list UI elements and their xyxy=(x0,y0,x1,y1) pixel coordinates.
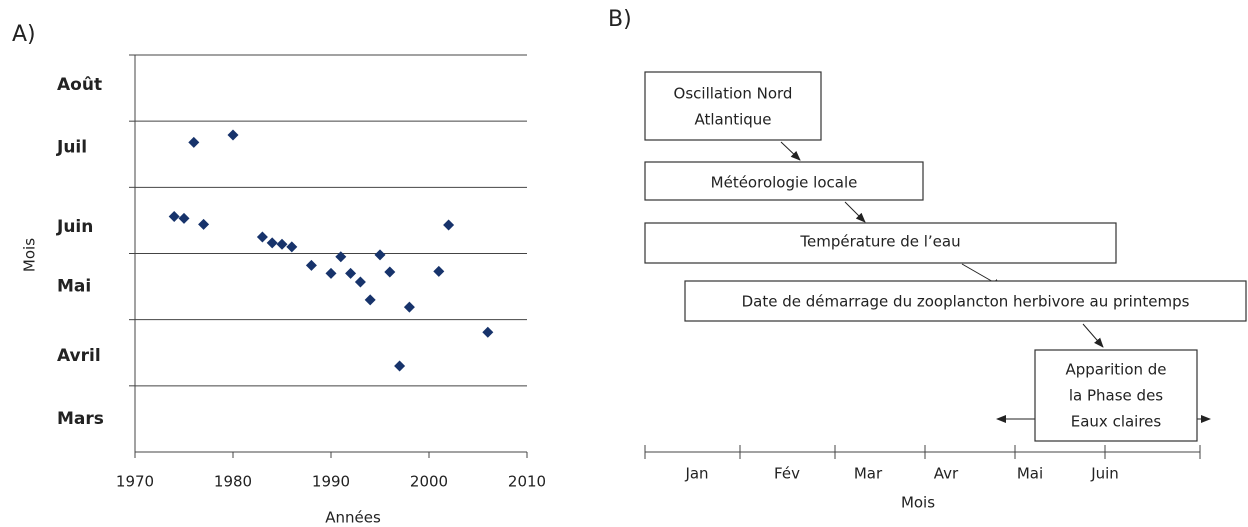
box xyxy=(644,222,1117,264)
point xyxy=(286,241,298,253)
point xyxy=(403,301,415,313)
box-text: la Phase des xyxy=(1069,387,1163,405)
box xyxy=(644,71,822,141)
point xyxy=(354,276,366,288)
point xyxy=(168,210,180,222)
month-label: Fév xyxy=(774,465,800,483)
point xyxy=(276,238,288,250)
y-tick-label: Avril xyxy=(57,346,101,366)
box-text: Date de démarrage du zooplancton herbivo… xyxy=(742,293,1190,311)
point xyxy=(443,219,455,231)
point xyxy=(374,249,386,261)
point xyxy=(266,237,278,249)
point xyxy=(178,212,190,224)
point xyxy=(364,294,376,306)
month-label: Mar xyxy=(854,465,883,483)
arrow xyxy=(844,201,866,223)
point xyxy=(256,231,268,243)
point xyxy=(305,259,317,271)
y-tick-label: Mai xyxy=(57,277,91,297)
timeline-label: Mois xyxy=(901,494,935,512)
arrow xyxy=(1082,323,1104,348)
x-tick-label: 2010 xyxy=(508,473,546,491)
month-label: Avr xyxy=(934,465,959,483)
x-tick-label: 1980 xyxy=(214,473,252,491)
y-tick-label: Juin xyxy=(56,217,93,237)
box-text: Atlantique xyxy=(694,111,771,129)
month-label: Juin xyxy=(1090,465,1119,483)
panel-label: B) xyxy=(608,7,632,32)
point xyxy=(384,266,396,278)
x-tick-label: 2000 xyxy=(410,473,448,491)
x-tick-label: 1990 xyxy=(312,473,350,491)
month-label: Mai xyxy=(1017,465,1043,483)
point xyxy=(335,251,347,263)
y-tick-label: Juil xyxy=(56,138,87,158)
box-text: Oscillation Nord xyxy=(674,85,793,103)
y-tick-label: Août xyxy=(57,75,102,95)
point xyxy=(198,218,210,230)
panel-label: A) xyxy=(12,22,36,47)
point xyxy=(227,129,239,141)
box xyxy=(644,161,924,201)
box xyxy=(684,280,1247,322)
box-text: Eaux claires xyxy=(1071,413,1162,431)
box-text: Température de l’eau xyxy=(799,233,960,251)
box xyxy=(1034,349,1198,442)
point xyxy=(188,136,200,148)
y-axis-label: Mois xyxy=(21,238,39,272)
box-text: Apparition de xyxy=(1065,361,1166,379)
month-label: Jan xyxy=(684,465,708,483)
y-tick-label: Mars xyxy=(57,409,104,429)
point xyxy=(394,360,406,372)
x-axis-label: Années xyxy=(325,509,381,527)
x-tick-label: 1970 xyxy=(116,473,154,491)
point xyxy=(325,267,337,279)
point xyxy=(345,267,357,279)
arrow xyxy=(780,141,801,161)
point xyxy=(433,265,445,277)
point xyxy=(482,326,494,338)
box-text: Météorologie locale xyxy=(711,174,858,192)
